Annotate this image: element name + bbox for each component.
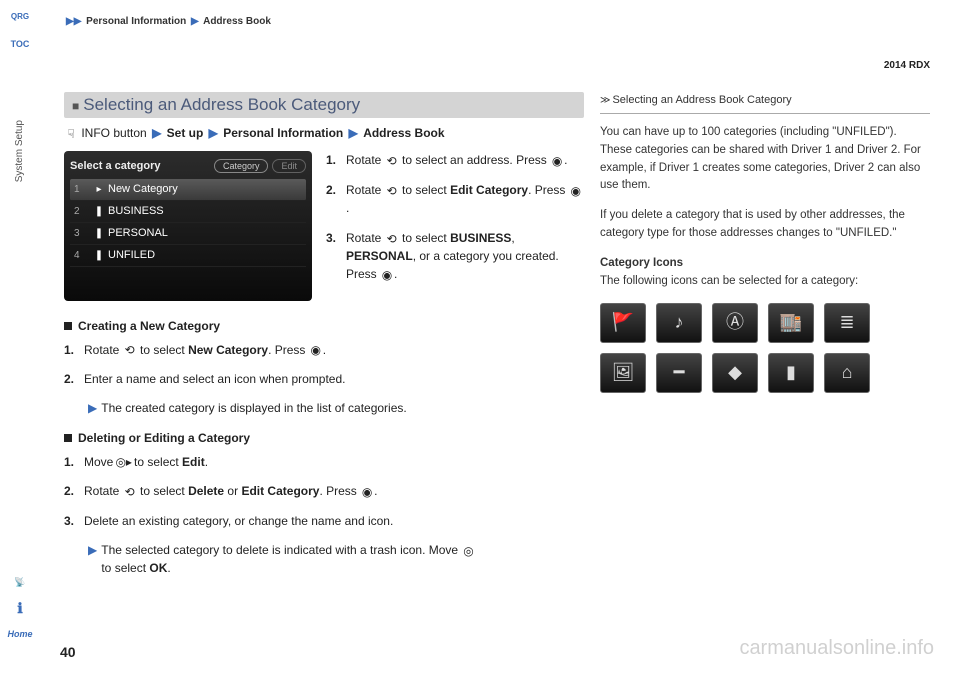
step-1: 1. Rotate ⟲ to select an address. Press … <box>326 151 584 169</box>
watermark: carmanualsonline.info <box>739 637 934 660</box>
side-subhead: Category Icons <box>600 255 930 273</box>
rotate-icon: ⟲ <box>385 184 399 198</box>
rotate-icon: ⟲ <box>123 344 137 358</box>
press-icon: ◉ <box>380 268 394 282</box>
delete-step-2: 2. Rotate ⟲ to select Delete or Edit Cat… <box>64 482 584 501</box>
chevron-icon: ▶ <box>191 16 199 27</box>
press-icon: ◉ <box>569 184 583 198</box>
side-column: ≫ Selecting an Address Book Category You… <box>600 92 930 393</box>
chevron-icon: ▶▶ <box>66 16 81 27</box>
category-icon: 🚩 <box>600 303 646 343</box>
side-p1: You can have up to 100 categories (inclu… <box>600 124 930 195</box>
shot-title: Select a category <box>70 160 210 172</box>
press-icon: ◉ <box>550 154 564 168</box>
chevron-icon: ▶ <box>88 543 97 557</box>
step-2: 2. Rotate ⟲ to select Edit Category. Pre… <box>326 181 584 217</box>
category-icon: ⌂ <box>824 353 870 393</box>
category-icon: 🖼 <box>600 353 646 393</box>
create-step-2: 2. Enter a name and select an icon when … <box>64 370 584 389</box>
side-p3: The following icons can be selected for … <box>600 273 930 291</box>
main-column: ■Selecting an Address Book Category ☟ IN… <box>64 92 584 591</box>
side-title: ≫ Selecting an Address Book Category <box>600 92 930 114</box>
category-icon: ≣ <box>824 303 870 343</box>
side-label: System Setup <box>14 120 25 182</box>
step-3: 3. Rotate ⟲ to select BUSINESS, PERSONAL… <box>326 229 584 283</box>
create-step-1: 1. Rotate ⟲ to select New Category. Pres… <box>64 341 584 360</box>
category-icon: ▮ <box>768 353 814 393</box>
rotate-icon: ⟲ <box>385 232 399 246</box>
home-icon[interactable]: Home <box>6 622 34 646</box>
section-title: ■Selecting an Address Book Category <box>64 92 584 118</box>
delete-step-3: 3. Delete an existing category, or chang… <box>64 512 584 531</box>
info-icon[interactable]: ℹ <box>6 596 34 620</box>
nav-bottom: 📡 ℹ Home <box>6 568 34 648</box>
press-icon: ◉ <box>309 344 323 358</box>
category-icon: ◆ <box>712 353 758 393</box>
square-icon <box>64 322 72 330</box>
screenshot-row: 1▸New Category <box>70 179 306 201</box>
nav-qrg[interactable]: QRG <box>6 4 34 28</box>
breadcrumb: ▶▶ Personal Information ▶ Address Book <box>64 16 271 27</box>
press-icon: ◉ <box>360 485 374 499</box>
subhead-create: Creating a New Category <box>64 319 584 333</box>
square-icon <box>64 434 72 442</box>
category-icon: ♪ <box>656 303 702 343</box>
info-glyph: ☟ <box>64 127 78 141</box>
screenshot-row: 3❚PERSONAL <box>70 223 306 245</box>
create-note: ▶The created category is displayed in th… <box>88 399 584 417</box>
device-screenshot: Select a category Category Edit 1▸New Ca… <box>64 151 312 301</box>
category-icon: 🏬 <box>768 303 814 343</box>
nav-path: ☟ INFO button ▶ Set up ▶ Personal Inform… <box>64 126 584 141</box>
nav-toc[interactable]: TOC <box>6 32 34 56</box>
left-nav: QRG TOC System Setup 📡 ℹ Home <box>0 0 40 678</box>
pill-category: Category <box>214 159 269 173</box>
step-list: 1. Rotate ⟲ to select an address. Press … <box>326 151 584 301</box>
breadcrumb-seg[interactable]: Personal Information <box>86 16 186 27</box>
category-icon: Ⓐ <box>712 303 758 343</box>
move-icon: ◎ <box>461 544 475 558</box>
side-p2: If you delete a category that is used by… <box>600 207 930 243</box>
voice-icon[interactable]: 📡 <box>6 570 34 594</box>
breadcrumb-seg[interactable]: Address Book <box>203 16 271 27</box>
model-label: 2014 RDX <box>884 60 930 71</box>
subhead-delete: Deleting or Editing a Category <box>64 431 584 445</box>
chevron-icon: ▶ <box>88 401 97 415</box>
delete-step-1: 1. Move ◎▸ to select Edit. <box>64 453 584 472</box>
pill-edit: Edit <box>272 159 306 173</box>
page-number: 40 <box>60 644 76 660</box>
delete-note: ▶The selected category to delete is indi… <box>88 541 584 577</box>
screenshot-row: 4❚UNFILED <box>70 245 306 267</box>
move-icon: ◎▸ <box>117 456 131 470</box>
double-chevron-icon: ≫ <box>600 93 608 109</box>
rotate-icon: ⟲ <box>123 485 137 499</box>
rotate-icon: ⟲ <box>385 154 399 168</box>
icon-grid: 🚩♪Ⓐ🏬≣ 🖼━◆▮⌂ <box>600 303 930 393</box>
screenshot-row: 2❚BUSINESS <box>70 201 306 223</box>
category-icon: ━ <box>656 353 702 393</box>
